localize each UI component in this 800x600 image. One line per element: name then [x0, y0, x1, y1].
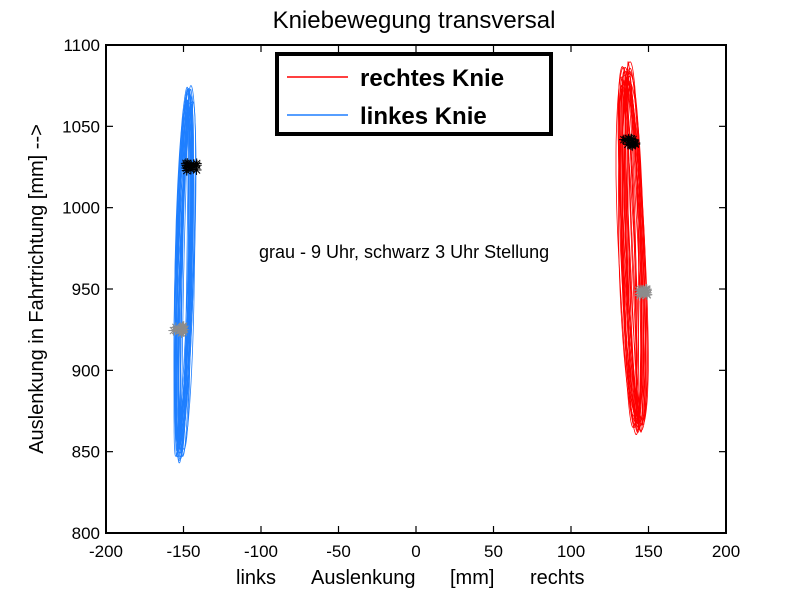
- trace-linkes-knie: [174, 89, 193, 452]
- axis-ticks: -200 -150 -100 -50 0 50 100 150 200 800 850 900 950 1…: [62, 36, 740, 561]
- x-tick-label: 200: [712, 542, 740, 561]
- trace-linkes-knie: [175, 100, 192, 451]
- x-tick-label: 150: [634, 542, 662, 561]
- y-tick-label: 1100: [63, 36, 100, 55]
- x-tick-label: -100: [244, 542, 278, 561]
- annotation-text: grau - 9 Uhr, schwarz 3 Uhr Stellung: [259, 242, 549, 262]
- y-tick-label: 1000: [62, 199, 100, 218]
- y-tick-label: 1050: [62, 117, 100, 136]
- plot-traces: [173, 61, 649, 464]
- legend: rechtes Knie linkes Knie: [275, 52, 553, 136]
- chart-title: Kniebewegung transversal: [273, 7, 556, 34]
- x-axis-label-unit: [mm]: [450, 567, 494, 589]
- legend-label-rechtes-knie: rechtes Knie: [360, 65, 504, 92]
- x-tick-label: -50: [326, 542, 351, 561]
- x-axis-label-auslenkung: Auslenkung: [311, 567, 416, 589]
- marker-black-linkes-knie: [180, 158, 202, 176]
- x-axis-label-links: links: [236, 567, 276, 589]
- trace-rechtes-knie: [617, 66, 639, 426]
- legend-box: [275, 52, 553, 136]
- x-axis-label-rechts: rechts: [530, 567, 584, 589]
- y-tick-label: 800: [72, 524, 100, 543]
- y-axis-label: Auslenkung in Fahrtrichtung [mm] -->: [26, 124, 48, 454]
- trace-rechtes-knie: [618, 80, 643, 419]
- y-tick-label: 900: [72, 361, 100, 380]
- plot-markers: [168, 133, 653, 338]
- legend-label-linkes-knie: linkes Knie: [360, 103, 487, 130]
- trace-linkes-knie: [175, 88, 192, 461]
- marker-gray-linkes-knie: [168, 321, 189, 338]
- trace-rechtes-knie: [623, 79, 643, 418]
- x-tick-label: 50: [484, 542, 503, 561]
- x-tick-label: -200: [89, 542, 123, 561]
- trace-rechtes-knie: [615, 67, 639, 428]
- y-tick-label: 850: [72, 443, 100, 462]
- y-tick-label: 950: [72, 280, 100, 299]
- trace-rechtes-knie: [627, 61, 643, 431]
- marker-gray-rechtes-knie: [633, 284, 653, 301]
- x-tick-label: 100: [557, 542, 585, 561]
- marker-black-rechtes-knie: [618, 133, 641, 151]
- x-tick-label: -150: [166, 542, 200, 561]
- x-tick-label: 0: [411, 542, 420, 561]
- trace-rechtes-knie: [625, 81, 647, 421]
